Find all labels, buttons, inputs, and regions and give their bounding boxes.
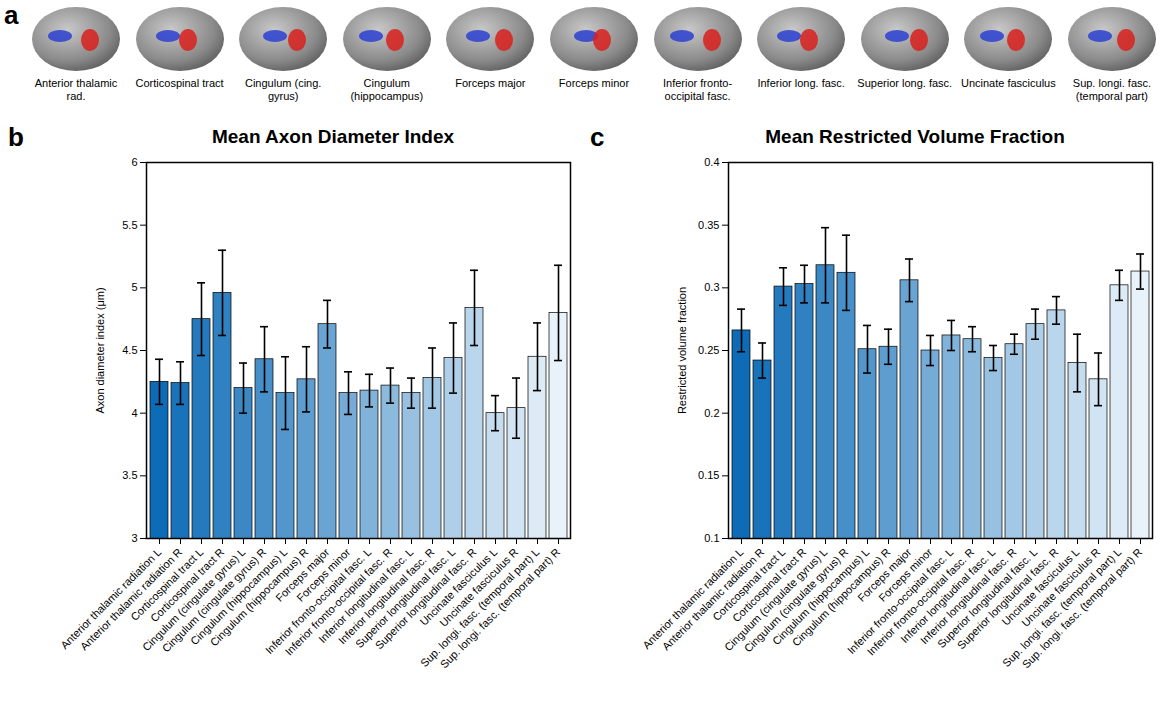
svg-text:Cingulum (cingulate gyrus) L: Cingulum (cingulate gyrus) L <box>721 545 830 654</box>
svg-text:Forceps major: Forceps major <box>273 545 332 604</box>
svg-text:Inferior longitudinal fasc. L: Inferior longitudinal fasc. L <box>898 545 998 645</box>
svg-text:0.4: 0.4 <box>704 156 719 168</box>
html-text:Forceps major: Forceps major <box>455 77 526 89</box>
svg-text:Cingulum (hippocampus) R: Cingulum (hippocampus) R <box>789 545 893 649</box>
svg-text:Uncinate fasciculus L: Uncinate fasciculus L <box>417 545 500 628</box>
svg-text:Inferior longitudinal fasc. R: Inferior longitudinal fasc. R <box>917 545 1019 647</box>
svg-text:Axon diameter index (μm): Axon diameter index (μm) <box>94 287 106 413</box>
html-text:Anterior thalamic rad.: Anterior thalamic rad. <box>34 77 118 102</box>
html-text:b: b <box>8 122 24 152</box>
svg-text:Inferior fronto-occipital fasc: Inferior fronto-occipital fasc. L <box>844 545 956 657</box>
svg-text:4: 4 <box>131 407 137 419</box>
svg-text:Superior longitudinal fasc. L: Superior longitudinal fasc. L <box>352 545 458 651</box>
svg-text:Superior longitudinal fasc. R: Superior longitudinal fasc. R <box>372 545 479 652</box>
svg-text:Corticospinal tract R: Corticospinal tract R <box>147 545 227 625</box>
svg-text:0.35: 0.35 <box>698 219 719 231</box>
svg-text:0.15: 0.15 <box>698 469 719 481</box>
svg-text:Cingulum (hippocampus) L: Cingulum (hippocampus) L <box>188 545 290 648</box>
svg-text:0.25: 0.25 <box>698 344 719 356</box>
svg-text:3: 3 <box>131 532 137 544</box>
svg-text:Cingulum (cingulate gyrus) R: Cingulum (cingulate gyrus) R <box>159 545 269 655</box>
html-text:Sup. longi. fasc. (temporal pa: Sup. longi. fasc. (temporal part) <box>1072 77 1152 102</box>
svg-text:Uncinate fasciculus R: Uncinate fasciculus R <box>1019 545 1103 629</box>
svg-text:Forceps minor: Forceps minor <box>294 545 353 604</box>
html-text:Forceps minor: Forceps minor <box>558 77 630 89</box>
svg-text:Inferior fronto-occipital fasc: Inferior fronto-occipital fasc. R <box>864 545 977 658</box>
html-text:Cingulum (cing. gyrus): Cingulum (cing. gyrus) <box>245 77 322 102</box>
svg-text:Sup. longi. fasc. (temporal pa: Sup. longi. fasc. (temporal part) L <box>1000 546 1123 669</box>
svg-text:Corticospinal tract R: Corticospinal tract R <box>729 545 809 625</box>
svg-text:Inferior longitudinal fasc. L: Inferior longitudinal fasc. L <box>316 545 416 645</box>
svg-text:Superior longitudinal fasc. L: Superior longitudinal fasc. L <box>934 545 1040 651</box>
svg-text:0.1: 0.1 <box>704 532 719 544</box>
html-text:c: c <box>590 122 605 152</box>
html-text:Inferior fronto-occipital fasc: Inferior fronto-occipital fasc. <box>663 77 733 102</box>
svg-text:Anterior thalamic radiation L: Anterior thalamic radiation L <box>640 545 746 652</box>
html-text:Inferior long. fasc.: Inferior long. fasc. <box>757 77 845 89</box>
svg-text:Sup. longi. fasc. (temporal pa: Sup. longi. fasc. (temporal part) R <box>1020 546 1145 671</box>
svg-text:3.5: 3.5 <box>122 469 137 481</box>
html-text:Corticospinal tract: Corticospinal tract <box>135 77 224 89</box>
svg-text:Inferior fronto-occipital fasc: Inferior fronto-occipital fasc. L <box>262 545 374 657</box>
svg-text:Sup. longi. fasc. (temporal pa: Sup. longi. fasc. (temporal part) R <box>438 546 563 671</box>
svg-text:4.5: 4.5 <box>122 344 137 356</box>
svg-text:Cingulum (hippocampus) R: Cingulum (hippocampus) R <box>207 545 311 649</box>
html-text:a: a <box>4 0 19 30</box>
svg-text:Forceps major: Forceps major <box>855 545 914 604</box>
html-text:Uncinate fasciculus: Uncinate fasciculus <box>961 77 1056 89</box>
svg-text:Corticospinal tract L: Corticospinal tract L <box>710 545 788 623</box>
svg-text:Anterior thalamic radiation R: Anterior thalamic radiation R <box>659 545 767 653</box>
html-text:Mean Axon Diameter Index: Mean Axon Diameter Index <box>211 126 455 147</box>
svg-text:Uncinate fasciculus R: Uncinate fasciculus R <box>437 545 521 629</box>
html-text:Cingulum (hippocampus): Cingulum (hippocampus) <box>350 77 424 102</box>
html-text:Mean Restricted Volume Fractio: Mean Restricted Volume Fraction <box>765 126 1065 147</box>
svg-text:Uncinate fasciculus L: Uncinate fasciculus L <box>999 545 1082 628</box>
svg-text:5.5: 5.5 <box>122 219 137 231</box>
svg-text:Corticospinal tract L: Corticospinal tract L <box>128 545 206 623</box>
html-text:Superior long. fasc.: Superior long. fasc. <box>857 77 953 89</box>
svg-text:Superior longitudinal fasc. R: Superior longitudinal fasc. R <box>954 545 1061 652</box>
svg-text:Anterior thalamic radiation L: Anterior thalamic radiation L <box>58 545 164 652</box>
svg-text:6: 6 <box>131 156 137 168</box>
svg-text:Cingulum (cingulate gyrus) L: Cingulum (cingulate gyrus) L <box>139 545 248 654</box>
svg-text:Cingulum (cingulate gyrus) R: Cingulum (cingulate gyrus) R <box>741 545 851 655</box>
svg-text:Restricted volume fraction: Restricted volume fraction <box>676 287 688 414</box>
svg-text:Inferior fronto-occipital fasc: Inferior fronto-occipital fasc. R <box>282 545 395 658</box>
svg-text:5: 5 <box>131 281 137 293</box>
svg-text:Sup. longi. fasc. (temporal pa: Sup. longi. fasc. (temporal part) L <box>418 546 541 669</box>
svg-text:Inferior longitudinal fasc. R: Inferior longitudinal fasc. R <box>335 545 437 647</box>
svg-text:0.2: 0.2 <box>704 407 719 419</box>
svg-text:Anterior thalamic radiation R: Anterior thalamic radiation R <box>77 545 185 653</box>
svg-text:Forceps minor: Forceps minor <box>876 545 935 604</box>
svg-text:Cingulum (hippocampus) L: Cingulum (hippocampus) L <box>770 545 872 648</box>
svg-text:0.3: 0.3 <box>704 281 719 293</box>
